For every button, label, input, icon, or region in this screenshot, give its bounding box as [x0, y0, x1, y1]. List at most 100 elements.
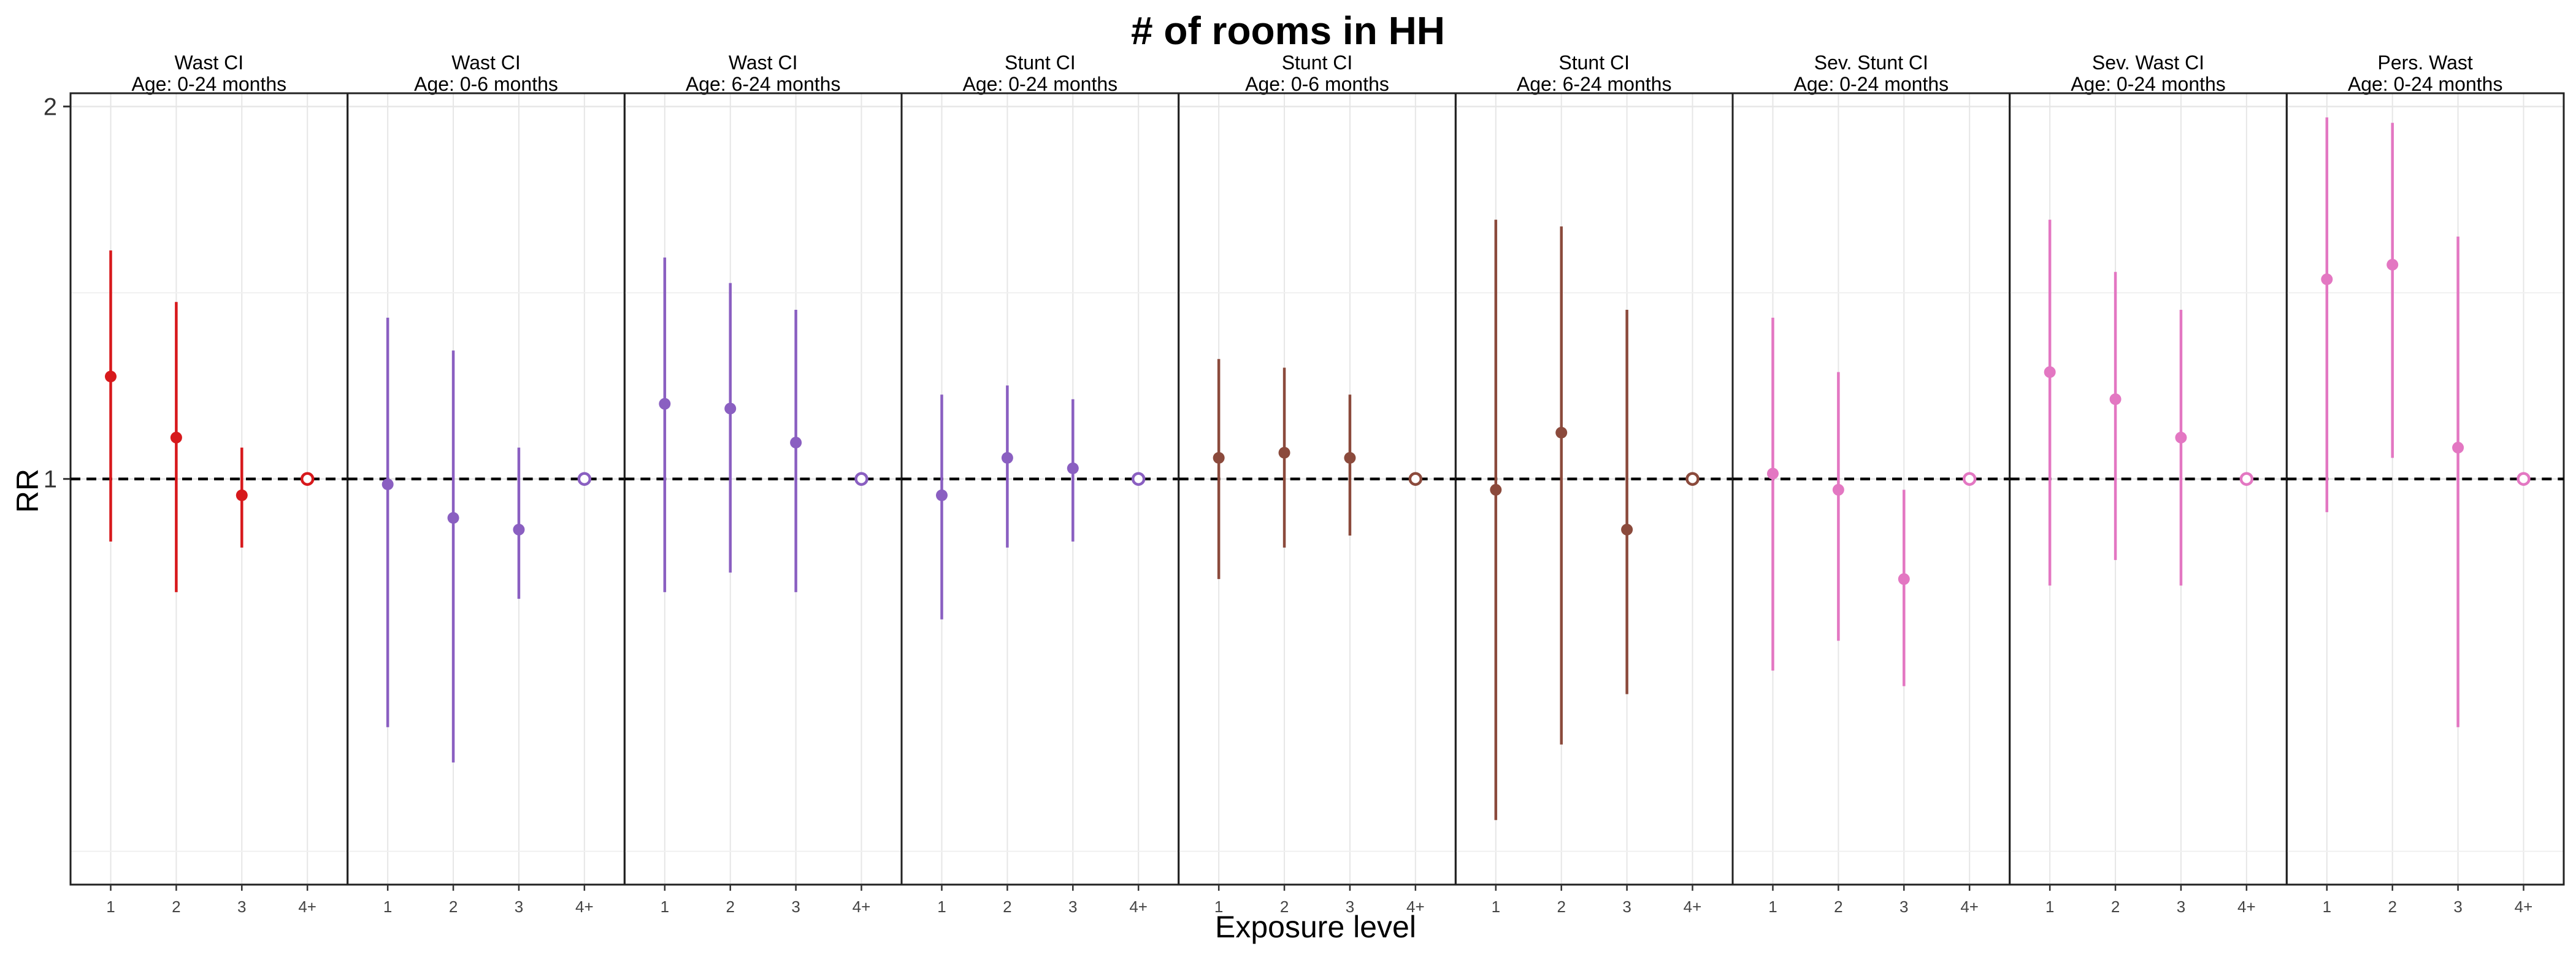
x-tick-label: 4+: [1960, 897, 1979, 916]
x-tick-label: 1: [383, 897, 392, 916]
x-axis-label: Exposure level: [1215, 910, 1416, 944]
x-tick-label: 1: [2045, 897, 2054, 916]
x-tick-label: 2: [2111, 897, 2120, 916]
x-tick-label: 2: [1834, 897, 1842, 916]
x-tick-label: 1: [2323, 897, 2331, 916]
facet-title-age: Age: 0-24 months: [2071, 73, 2226, 95]
x-tick-label: 2: [1557, 897, 1565, 916]
facet-title-age: Age: 0-24 months: [1794, 73, 1949, 95]
rr-point: [2044, 366, 2056, 379]
rr-point: [1278, 447, 1290, 459]
rr-point: [1001, 452, 1013, 464]
x-tick-label: 1: [106, 897, 115, 916]
rr-point: [381, 479, 394, 491]
rr-point: [724, 402, 737, 415]
y-tick-label: 2: [44, 94, 57, 121]
x-tick-label: 1: [1492, 897, 1500, 916]
rr-point: [1766, 467, 1779, 480]
facet-title-outcome: Sev. Stunt CI: [1814, 52, 1928, 74]
facet-title-outcome: Pers. Wast: [2378, 52, 2473, 74]
panel-border: [623, 92, 903, 886]
rr-point: [1832, 483, 1844, 496]
reference-point: [1408, 472, 1423, 486]
x-tick-label: 3: [791, 897, 800, 916]
x-tick-label: 4+: [575, 897, 594, 916]
rr-point: [1898, 573, 1910, 585]
rr-point: [104, 371, 117, 383]
x-tick-label: 4+: [2237, 897, 2256, 916]
x-tick-label: 1: [1768, 897, 1777, 916]
x-tick-label: 1: [1214, 897, 1223, 916]
reference-point: [854, 472, 868, 486]
x-tick-label: 3: [1622, 897, 1631, 916]
rr-point: [170, 431, 182, 444]
panel-border: [2009, 92, 2288, 886]
x-tick-label: 1: [937, 897, 946, 916]
rr-point: [2386, 258, 2399, 271]
reference-point: [577, 472, 592, 486]
facet-title-outcome: Sev. Wast CI: [2092, 52, 2204, 74]
facet-title-age: Age: 6-24 months: [1517, 73, 1672, 95]
reference-point: [2239, 472, 2254, 486]
x-tick-label: 3: [1068, 897, 1077, 916]
facet-title-outcome: Wast CI: [729, 52, 798, 74]
facet-title-age: Age: 0-24 months: [132, 73, 287, 95]
facet-title-outcome: Stunt CI: [1558, 52, 1630, 74]
rr-point: [2452, 442, 2464, 454]
panel-border: [2285, 92, 2565, 886]
x-tick-label: 4+: [1406, 897, 1425, 916]
reference-point: [1962, 472, 1977, 486]
y-tick-label: 1: [44, 466, 57, 493]
x-tick-label: 3: [2453, 897, 2462, 916]
facet-title-outcome: Wast CI: [451, 52, 521, 74]
rr-point: [659, 398, 671, 410]
rr-point: [790, 436, 802, 448]
rr-point: [513, 523, 525, 536]
facet-title-outcome: Stunt CI: [1005, 52, 1076, 74]
reference-point: [300, 472, 315, 486]
x-tick-label: 3: [1899, 897, 1908, 916]
rr-point: [1213, 452, 1225, 464]
rr-point: [935, 489, 948, 501]
x-tick-label: 2: [172, 897, 180, 916]
x-tick-label: 2: [726, 897, 734, 916]
x-tick-label: 3: [2177, 897, 2185, 916]
facet-title-outcome: Wast CI: [175, 52, 244, 74]
facet-title-age: Age: 0-6 months: [414, 73, 558, 95]
panel-border: [1731, 92, 2011, 886]
chart-title: # of rooms in HH: [1131, 9, 1445, 53]
rr-point: [2175, 431, 2187, 444]
panel-border: [900, 92, 1180, 886]
rr-point: [1621, 523, 1633, 536]
rr-point: [236, 489, 248, 501]
rr-point: [1344, 452, 1356, 464]
y-axis-label: RR: [10, 469, 45, 513]
x-tick-label: 2: [1280, 897, 1289, 916]
x-tick-label: 3: [515, 897, 523, 916]
x-tick-label: 3: [1346, 897, 1354, 916]
x-tick-label: 3: [237, 897, 246, 916]
x-tick-label: 2: [449, 897, 458, 916]
facet-title-age: Age: 0-24 months: [2348, 73, 2503, 95]
reference-point: [2517, 472, 2531, 486]
facet-title-age: Age: 0-6 months: [1245, 73, 1389, 95]
rr-point: [447, 512, 459, 524]
rr-point: [2321, 273, 2333, 285]
rr-point: [1490, 483, 1502, 496]
panel-border: [1178, 92, 1457, 886]
x-tick-label: 2: [2388, 897, 2396, 916]
x-tick-label: 1: [661, 897, 669, 916]
x-tick-label: 4+: [1129, 897, 1148, 916]
rr-point: [2109, 393, 2122, 405]
